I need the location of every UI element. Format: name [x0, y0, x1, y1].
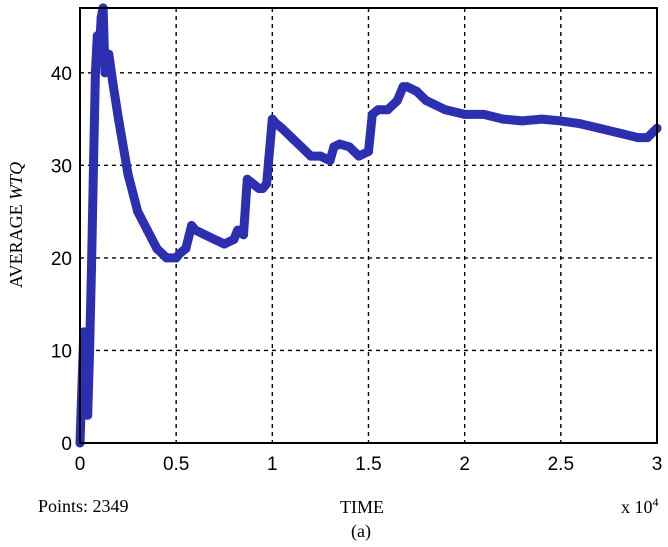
- data-point: [88, 160, 98, 170]
- x-tick-label: 2: [459, 454, 470, 475]
- x-exponent-base: x 10: [621, 497, 653, 517]
- data-point: [498, 114, 508, 124]
- x-tick-label: 2.5: [548, 454, 574, 475]
- x-exponent-power: 4: [653, 495, 659, 509]
- data-point: [440, 105, 450, 115]
- data-point: [152, 244, 162, 254]
- data-point: [383, 105, 393, 115]
- y-tick-label: 20: [51, 249, 72, 270]
- x-tick-label: 1.5: [355, 454, 381, 475]
- data-point: [392, 96, 402, 106]
- data-point: [354, 151, 364, 161]
- data-point: [190, 225, 200, 235]
- data-point: [315, 151, 325, 161]
- data-point: [344, 142, 354, 152]
- data-point: [575, 119, 585, 129]
- data-point: [460, 109, 470, 119]
- data-point: [210, 234, 220, 244]
- data-point: [83, 410, 93, 420]
- data-point: [181, 244, 191, 254]
- points-note: Points: 2349: [38, 496, 129, 516]
- data-point: [364, 146, 373, 156]
- panel-label: (a): [351, 521, 371, 542]
- series-layer: [75, 3, 662, 448]
- data-point: [162, 253, 172, 263]
- y-tick-label: 0: [61, 434, 72, 455]
- x-axis-label: TIME: [340, 497, 384, 517]
- data-point: [517, 116, 527, 126]
- data-point: [262, 179, 272, 189]
- x-tick-label: 0: [75, 454, 86, 475]
- data-point: [335, 139, 345, 149]
- data-point: [94, 49, 104, 59]
- data-point: [633, 133, 643, 143]
- data-point: [614, 128, 624, 138]
- data-point: [219, 239, 229, 249]
- data-point: [238, 230, 248, 240]
- data-point: [287, 133, 297, 143]
- data-point: [113, 114, 123, 124]
- data-point: [277, 123, 287, 133]
- y-axis-label: AVERAGE WTQ: [6, 162, 26, 288]
- data-point: [296, 142, 306, 152]
- data-point: [79, 327, 89, 337]
- x-exponent-note: x 104: [621, 495, 659, 517]
- grid-lines: [80, 8, 657, 443]
- data-point: [92, 31, 102, 41]
- data-point: [96, 12, 106, 22]
- data-point: [412, 86, 422, 96]
- data-point: [373, 105, 383, 115]
- data-point: [108, 77, 118, 87]
- y-axis-label-italic: WTQ: [6, 162, 26, 200]
- data-point: [90, 68, 100, 78]
- data-point: [479, 109, 489, 119]
- data-point: [556, 116, 566, 126]
- data-point: [594, 123, 604, 133]
- data-point: [87, 262, 97, 272]
- data-point: [123, 170, 133, 180]
- x-tick-label: 1: [267, 454, 278, 475]
- x-tick-label: 0.5: [163, 454, 189, 475]
- data-point: [133, 207, 143, 217]
- data-point: [642, 133, 652, 143]
- data-point: [229, 234, 239, 244]
- plot-frame: [79, 7, 658, 444]
- data-point: [537, 114, 547, 124]
- data-point: [100, 68, 110, 78]
- data-point: [325, 156, 335, 166]
- data-point: [421, 96, 431, 106]
- data-point: [431, 100, 441, 110]
- data-point: [81, 392, 91, 402]
- data-point: [104, 49, 114, 59]
- y-tick-label: 40: [51, 64, 72, 85]
- data-point: [306, 151, 316, 161]
- y-tick-label: 10: [51, 341, 72, 362]
- data-point: [402, 82, 412, 92]
- data-point: [200, 230, 210, 240]
- y-axis-label-prefix: AVERAGE: [6, 200, 26, 288]
- x-tick-label: 3: [652, 454, 663, 475]
- data-point: [142, 225, 152, 235]
- data-point: [85, 345, 95, 355]
- y-tick-label: 30: [51, 156, 72, 177]
